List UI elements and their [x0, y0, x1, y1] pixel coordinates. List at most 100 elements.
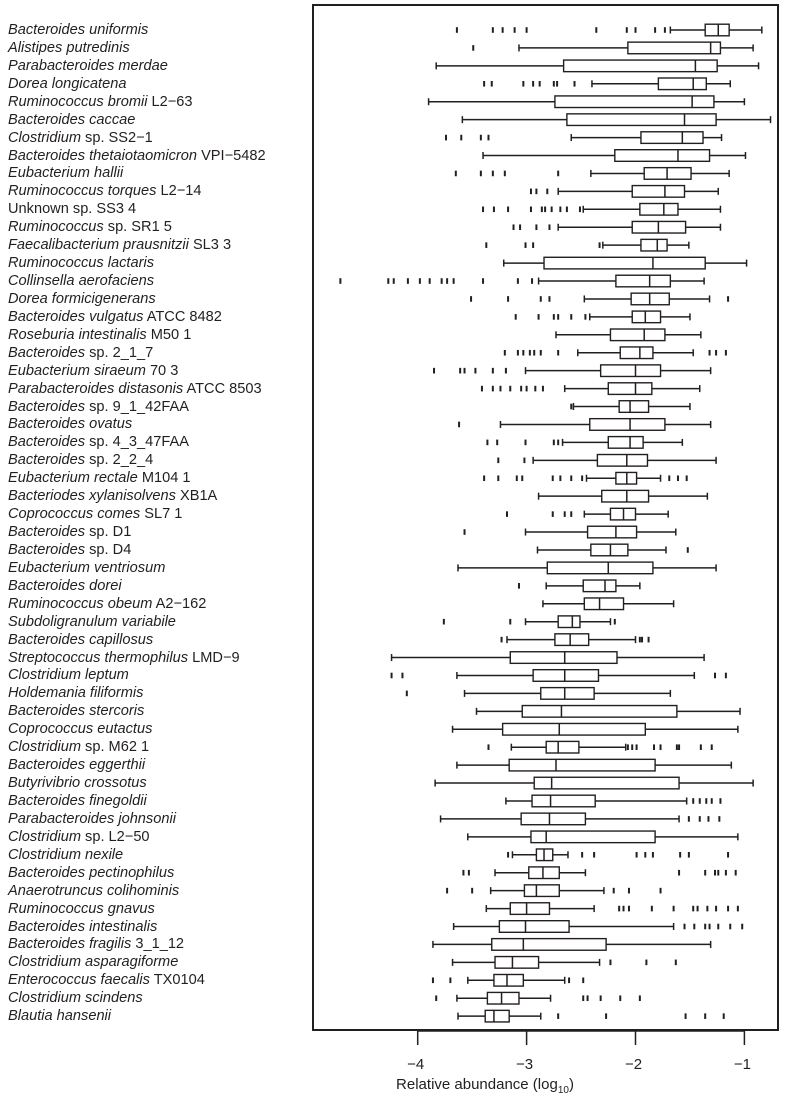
taxon-name: Roseburia intestinalis — [8, 326, 147, 343]
outlier-point — [563, 511, 566, 517]
outlier-point — [565, 206, 568, 213]
outlier-point — [533, 349, 536, 356]
outlier-point — [467, 869, 470, 876]
category-label: Bacteroides eggerthii — [8, 757, 145, 773]
outlier-point — [524, 242, 527, 248]
outlier-point — [627, 887, 630, 894]
category-label: Coprococcus eutactus — [8, 721, 152, 737]
outlier-point — [718, 816, 721, 822]
outlier-point — [638, 995, 641, 1002]
box-row — [455, 23, 763, 37]
category-label: Clostridium sp. SS2−1 — [8, 130, 153, 146]
outlier-point — [507, 851, 510, 858]
taxon-name: Bacteroides capillosus — [8, 631, 154, 648]
taxon-name: Bacteroides stercoris — [8, 703, 145, 720]
strain-label: SL7 1 — [140, 506, 183, 523]
strain-label: 3_1_12 — [131, 936, 185, 953]
category-label: Subdoligranulum variabile — [8, 614, 176, 630]
outlier-point — [442, 618, 445, 625]
outlier-point — [544, 206, 547, 213]
outlier-point — [686, 547, 689, 553]
taxon-name: Bacteroides — [8, 452, 86, 469]
box-iqr — [619, 346, 654, 360]
taxon-name: Clostridium nexile — [8, 846, 124, 863]
outlier-point — [722, 1013, 725, 1019]
outlier-point — [582, 977, 585, 984]
taxon-name: Clostridium asparagiforme — [8, 954, 179, 971]
outlier-point — [539, 296, 542, 302]
taxon-name: Bacteroides vulgatus — [8, 308, 144, 325]
outlier-point — [474, 367, 477, 374]
box-row — [446, 884, 662, 898]
box-row — [517, 579, 641, 593]
box-iqr — [531, 794, 596, 808]
outlier-point — [487, 134, 490, 141]
box-iqr — [631, 310, 662, 324]
taxon-name: Ruminococcus obeum — [8, 595, 153, 612]
category-label: Ruminococcus lactaris — [8, 255, 154, 271]
box-iqr — [618, 400, 650, 414]
taxon-name: Bacteroides caccae — [8, 111, 136, 128]
category-label: Bacteroides sp. 9_1_42FAA — [8, 399, 189, 415]
category-label: Bacteroides sp. D4 — [8, 542, 131, 558]
outlier-point — [729, 923, 732, 930]
outlier-point — [546, 188, 549, 195]
outlier-point — [401, 672, 404, 679]
strain-label: sp. D1 — [85, 524, 132, 541]
outlier-point — [496, 439, 499, 446]
box-iqr — [639, 202, 679, 216]
outlier-point — [707, 816, 710, 822]
outlier-point — [528, 349, 531, 356]
category-label: Bacteroides finegoldii — [8, 793, 147, 809]
strain-label: 70 3 — [145, 362, 179, 379]
taxon-name: Coprococcus eutactus — [8, 721, 153, 738]
outlier-point — [540, 206, 543, 213]
strain-label: sp. 4_3_47FAA — [85, 434, 189, 451]
box-iqr — [562, 59, 718, 73]
outlier-point — [487, 744, 490, 750]
category-label: Holdemania filiformis — [8, 685, 143, 701]
box-iqr — [640, 131, 704, 145]
box-iqr — [554, 95, 715, 109]
outlier-point — [509, 618, 512, 625]
outlier-point — [480, 385, 483, 392]
outlier-point — [522, 80, 525, 87]
category-label: Eubacterium hallii — [8, 165, 123, 181]
outlier-point — [552, 80, 555, 87]
outlier-point — [497, 457, 500, 464]
box-iqr — [501, 722, 647, 736]
outlier-point — [531, 278, 534, 284]
outlier-point — [390, 672, 393, 679]
category-label: Clostridium asparagiforme — [8, 954, 178, 970]
box-iqr — [540, 686, 595, 700]
x-axis-label: Relative abundance (log10) — [0, 1076, 786, 1096]
box-row — [542, 597, 675, 611]
box-iqr — [566, 113, 717, 127]
category-label: Clostridium sp. L2−50 — [8, 829, 150, 845]
box-row — [467, 830, 739, 844]
outlier-point — [440, 278, 443, 284]
box-row — [503, 346, 727, 360]
box-row — [458, 417, 712, 431]
outlier-point — [736, 905, 739, 912]
outlier-point — [482, 278, 485, 284]
outlier-point — [724, 869, 727, 876]
category-label: Bacteroides sp. 4_3_47FAA — [8, 434, 189, 450]
outlier-point — [734, 869, 737, 876]
outlier-point — [523, 457, 526, 464]
category-label: Ruminococcus torques L2−14 — [8, 183, 202, 199]
x-axis-label-text: Relative abundance (log — [396, 1076, 558, 1093]
box-row — [485, 238, 690, 252]
taxon-name: Collinsella aerofaciens — [8, 273, 155, 290]
outlier-point — [537, 314, 540, 320]
outlier-point — [693, 923, 696, 930]
category-label: Bacteroides dorei — [8, 578, 122, 594]
taxon-name: Eubacterium hallii — [8, 165, 124, 182]
outlier-point — [486, 439, 489, 446]
outlier-point — [619, 995, 622, 1002]
outlier-point — [710, 744, 713, 750]
box-iqr — [546, 561, 654, 575]
box-row — [451, 722, 739, 736]
outlier-point — [541, 385, 544, 392]
box-row — [390, 668, 727, 682]
